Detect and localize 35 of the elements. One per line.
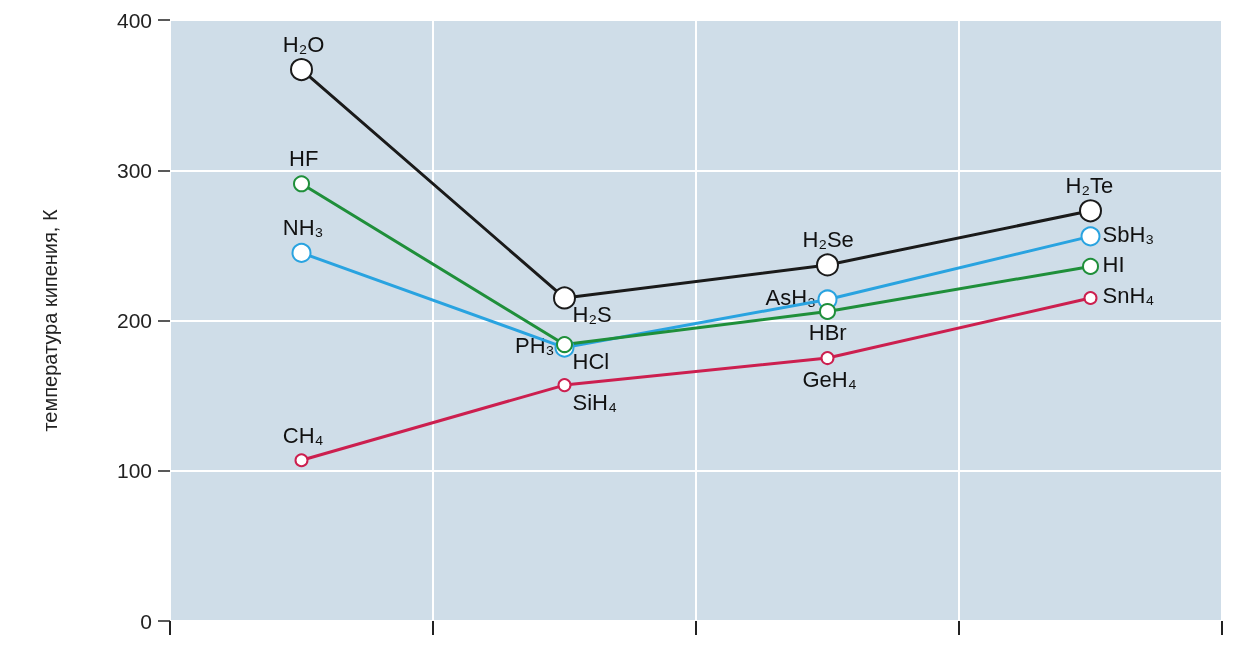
point <box>1082 257 1099 275</box>
point <box>294 453 309 468</box>
point <box>1080 226 1101 247</box>
annotation: SiH₄ <box>572 389 617 415</box>
annotation: HF <box>289 146 319 172</box>
y-tick-label: 400 <box>116 8 152 32</box>
y-tick-label: 100 <box>116 459 152 483</box>
annotation: H₂O <box>282 32 325 58</box>
annotation: NH₃ <box>282 215 324 241</box>
annotation: H₂Se <box>802 227 854 253</box>
annotation: CH₄ <box>282 422 324 448</box>
annotation: HCl <box>572 349 610 375</box>
point <box>1079 199 1102 223</box>
y-tick-label: 300 <box>116 158 152 182</box>
annotation: H₂Te <box>1065 173 1114 199</box>
annotation: SnH₄ <box>1102 283 1155 309</box>
annotation: HBr <box>808 319 847 345</box>
point <box>816 253 839 277</box>
point <box>819 302 836 320</box>
annotation: AsH₃ <box>765 284 817 310</box>
point <box>820 351 835 366</box>
annotation: HI <box>1102 251 1125 277</box>
annotation: GeH₄ <box>802 366 857 392</box>
y-tick-label: 0 <box>140 609 152 633</box>
annotation: SbH₃ <box>1102 221 1155 247</box>
annotation: H₂S <box>572 302 612 328</box>
point <box>291 242 312 263</box>
point <box>290 58 313 82</box>
annotation: PH₃ <box>515 333 555 359</box>
y-tick-label: 200 <box>116 309 152 332</box>
point <box>553 286 576 310</box>
point <box>1083 290 1098 305</box>
point <box>557 378 572 393</box>
y-axis-title: температура кипения, К <box>39 209 61 432</box>
point <box>293 175 310 193</box>
